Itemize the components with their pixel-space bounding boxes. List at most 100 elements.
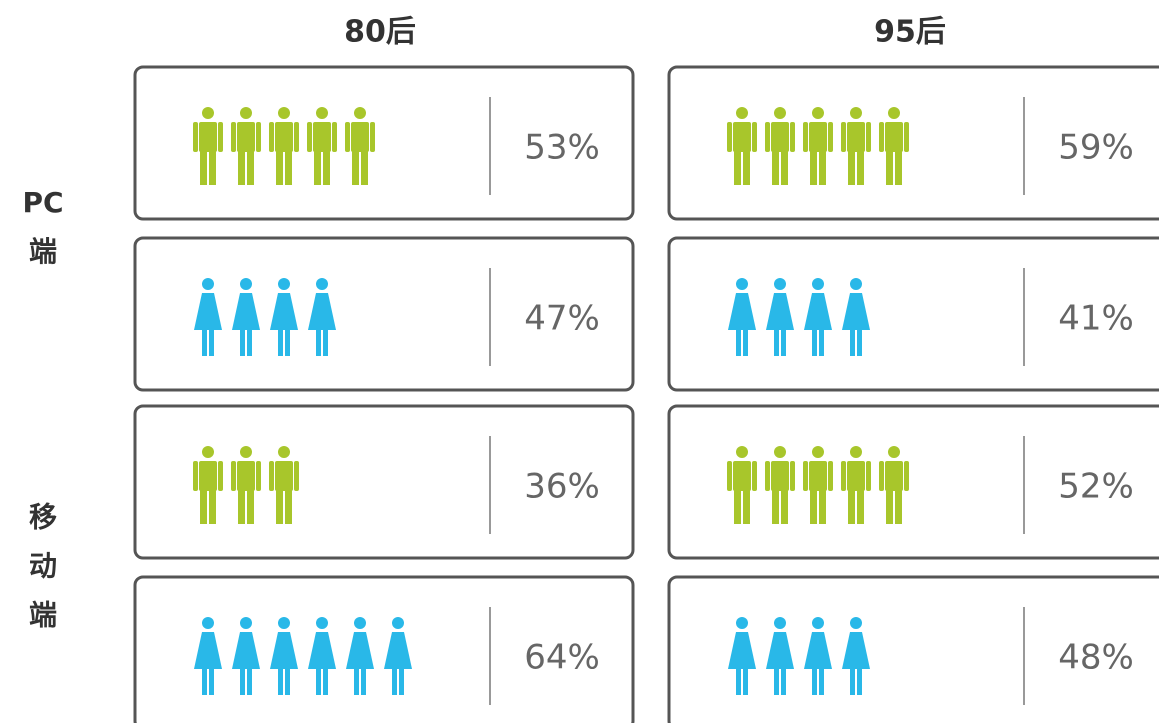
arm xyxy=(345,122,350,152)
head xyxy=(240,278,252,290)
leg xyxy=(819,490,826,524)
dress xyxy=(728,293,756,330)
percentage: 48% xyxy=(1058,638,1134,678)
head xyxy=(278,446,290,458)
torso xyxy=(809,461,827,491)
arm xyxy=(866,461,871,491)
head xyxy=(240,617,252,629)
leg xyxy=(743,490,750,524)
leg xyxy=(812,668,817,695)
leg xyxy=(316,668,321,695)
torso xyxy=(771,461,789,491)
leg xyxy=(850,668,855,695)
head xyxy=(202,278,214,290)
female-icon xyxy=(842,617,870,695)
male-icon xyxy=(727,446,757,524)
leg xyxy=(202,668,207,695)
row-label: 动 xyxy=(29,550,57,583)
dress xyxy=(194,293,222,330)
female-icon xyxy=(232,617,260,695)
torso xyxy=(199,122,217,152)
arm xyxy=(256,461,261,491)
arm xyxy=(332,122,337,152)
arm xyxy=(803,122,808,152)
leg xyxy=(209,668,214,695)
arm xyxy=(790,122,795,152)
arm xyxy=(218,122,223,152)
torso xyxy=(237,122,255,152)
female-icon xyxy=(766,617,794,695)
card xyxy=(133,404,635,560)
leg xyxy=(316,329,321,356)
head xyxy=(354,107,366,119)
arm xyxy=(752,461,757,491)
arm xyxy=(828,122,833,152)
female-icon xyxy=(384,617,412,695)
dress xyxy=(308,293,336,330)
leg xyxy=(781,151,788,185)
male-icon xyxy=(803,107,833,185)
leg xyxy=(781,668,786,695)
female-icon xyxy=(270,278,298,356)
leg xyxy=(819,151,826,185)
card xyxy=(667,575,1159,723)
female-icon xyxy=(766,278,794,356)
torso xyxy=(351,122,369,152)
leg xyxy=(354,668,359,695)
leg xyxy=(399,668,404,695)
row-label: PC xyxy=(22,186,63,219)
leg xyxy=(734,151,741,185)
head xyxy=(278,107,290,119)
head xyxy=(278,617,290,629)
dress xyxy=(804,293,832,330)
arm xyxy=(752,122,757,152)
leg xyxy=(810,151,817,185)
head xyxy=(888,107,900,119)
leg xyxy=(857,668,862,695)
leg xyxy=(285,490,292,524)
head xyxy=(774,278,786,290)
torso xyxy=(771,122,789,152)
arm xyxy=(193,461,198,491)
arm xyxy=(370,122,375,152)
dress xyxy=(842,632,870,669)
head xyxy=(316,107,328,119)
leg xyxy=(774,668,779,695)
head xyxy=(202,617,214,629)
card xyxy=(133,65,635,221)
leg xyxy=(276,151,283,185)
female-icon xyxy=(346,617,374,695)
arm xyxy=(218,461,223,491)
arm xyxy=(790,461,795,491)
row-label: 端 xyxy=(29,599,57,632)
arm xyxy=(803,461,808,491)
column-header: 80后 xyxy=(344,15,416,50)
head xyxy=(812,107,824,119)
arm xyxy=(727,461,732,491)
leg xyxy=(314,151,321,185)
dress xyxy=(270,632,298,669)
arm xyxy=(828,461,833,491)
male-icon xyxy=(803,446,833,524)
male-icon xyxy=(345,107,375,185)
torso xyxy=(237,461,255,491)
torso xyxy=(733,461,751,491)
male-icon xyxy=(193,107,223,185)
male-icon xyxy=(879,107,909,185)
torso xyxy=(199,461,217,491)
arm xyxy=(904,461,909,491)
leg xyxy=(857,490,864,524)
leg xyxy=(781,490,788,524)
leg xyxy=(247,151,254,185)
dress xyxy=(194,632,222,669)
torso xyxy=(847,461,865,491)
female-icon xyxy=(842,278,870,356)
dress xyxy=(270,293,298,330)
head xyxy=(278,278,290,290)
leg xyxy=(895,151,902,185)
percentage: 41% xyxy=(1058,299,1134,339)
female-icon xyxy=(728,617,756,695)
dress xyxy=(232,293,260,330)
leg xyxy=(285,668,290,695)
